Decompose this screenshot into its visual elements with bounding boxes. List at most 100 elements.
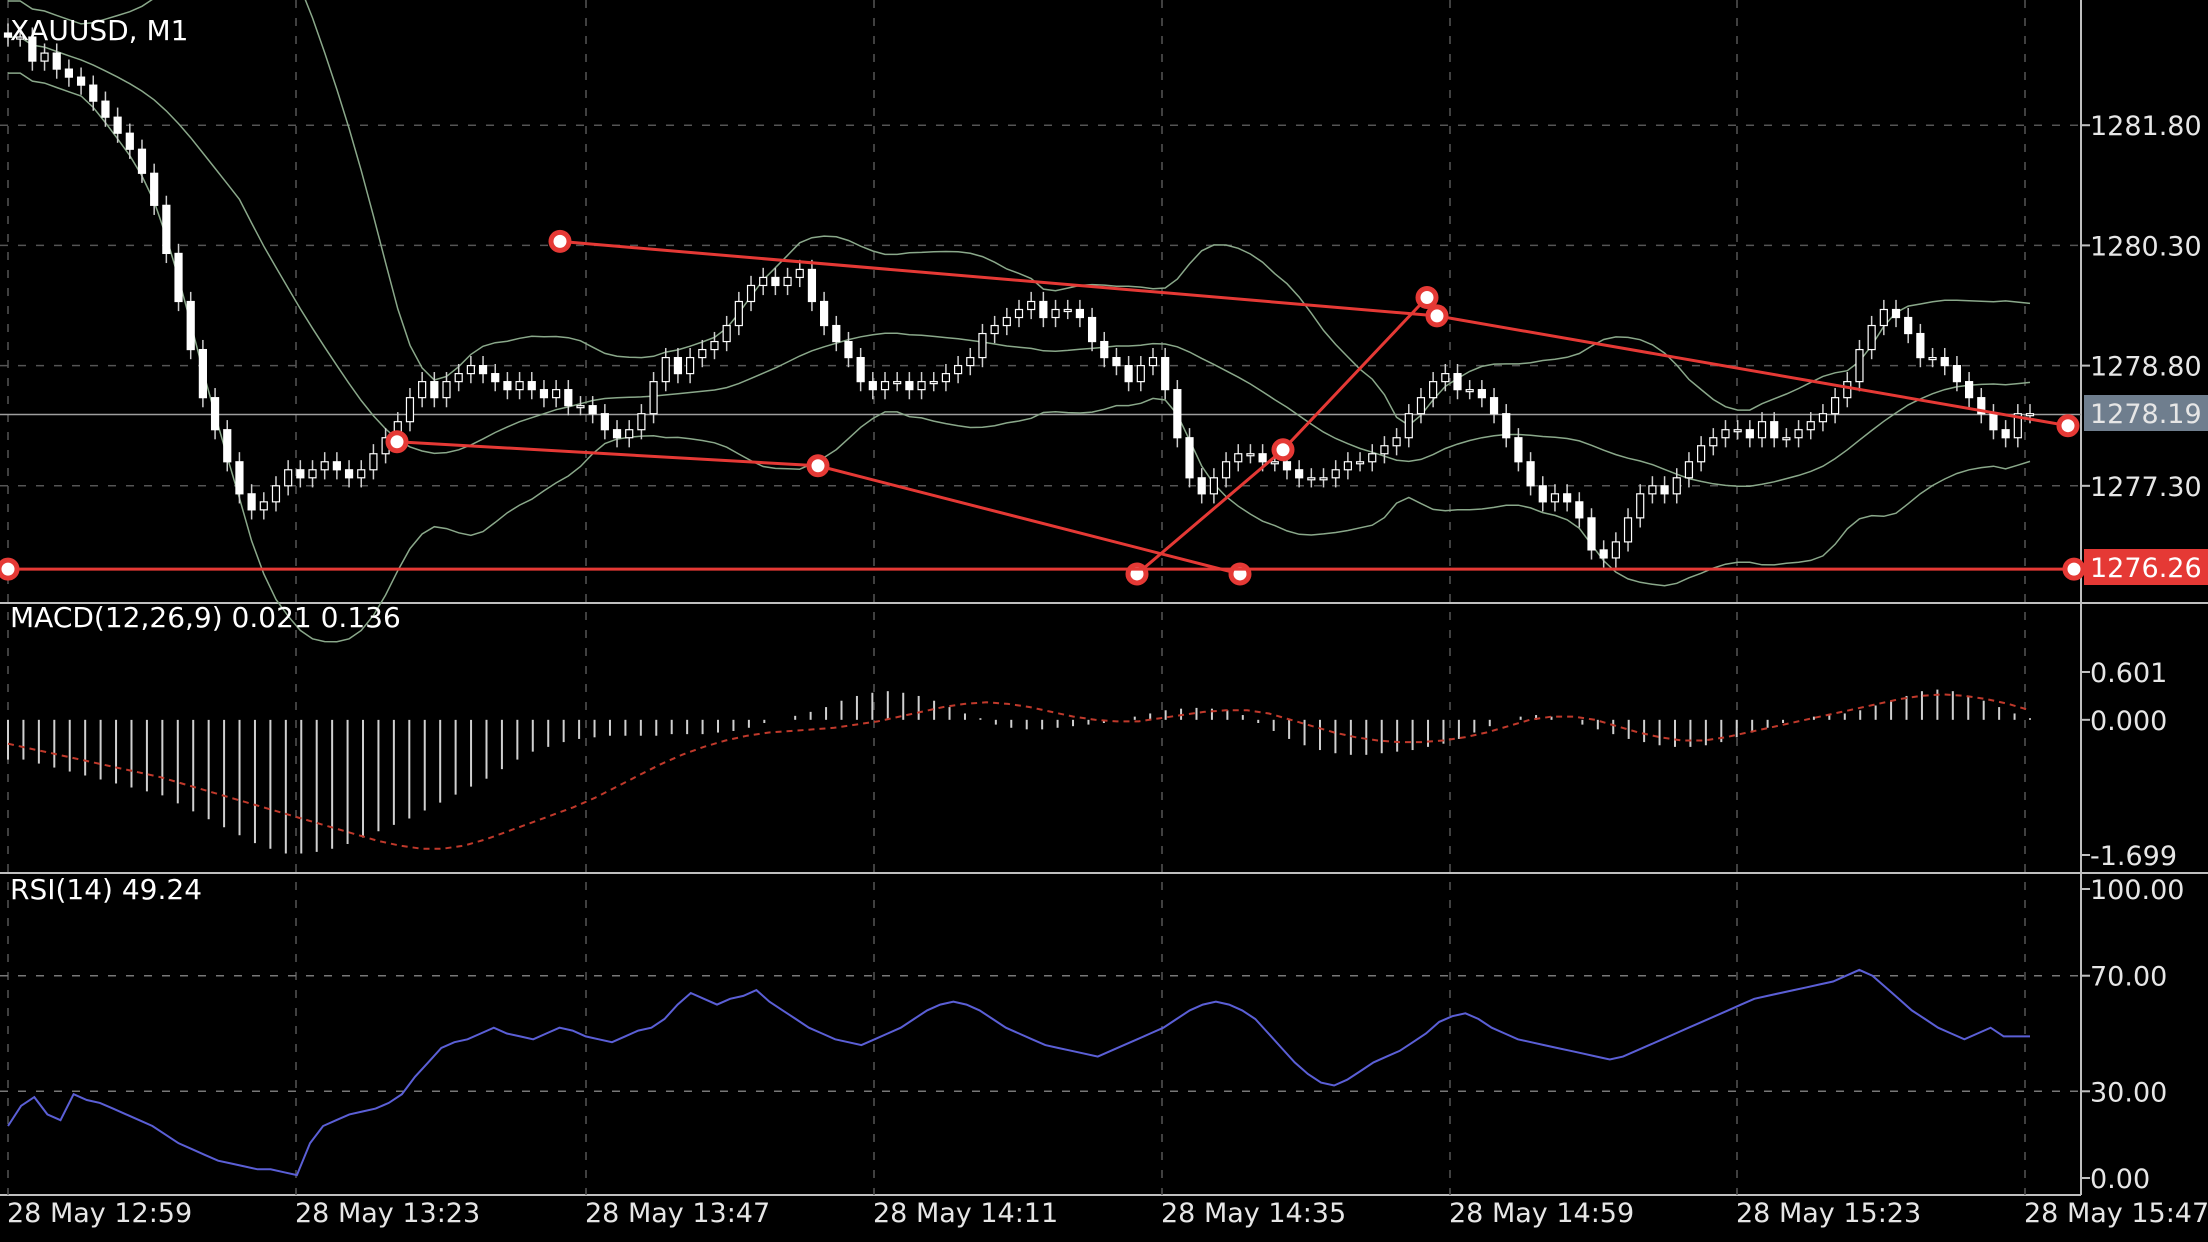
macd-tick-label: 0.601 xyxy=(2090,658,2167,689)
candle xyxy=(271,485,281,503)
candle xyxy=(1660,485,1669,495)
time-tick-label: 28 May 12:59 xyxy=(7,1198,192,1229)
candle xyxy=(1319,477,1328,481)
candle xyxy=(893,381,902,385)
candle xyxy=(1831,397,1840,415)
symbol-title: XAUUSD, M1 xyxy=(10,14,188,47)
candle xyxy=(637,413,646,431)
trend-line xyxy=(559,239,2069,428)
candle xyxy=(588,405,597,415)
candle xyxy=(1855,348,1864,383)
rsi-tick-label: 70.00 xyxy=(2090,962,2167,993)
candle xyxy=(1794,429,1803,439)
candle xyxy=(1039,300,1048,319)
candle xyxy=(710,340,719,351)
trend-line-handle xyxy=(1271,438,1295,462)
time-tick-label: 28 May 13:23 xyxy=(295,1198,480,1229)
level-handle-left xyxy=(0,557,20,581)
trend-line-handle xyxy=(2056,414,2080,438)
trend-line-handle xyxy=(806,454,830,478)
grid xyxy=(0,0,2081,1195)
level-price-tag xyxy=(2084,549,2208,585)
macd-tick-label: -1.699 xyxy=(2090,841,2177,872)
candle xyxy=(1477,389,1486,399)
candle xyxy=(1977,397,1986,415)
candle xyxy=(1465,389,1474,393)
candle xyxy=(1636,493,1645,519)
axis-labels: 1281.80 1280.30 1278.80 1277.30 0.601 0.000 -1… xyxy=(7,111,2208,1229)
candle xyxy=(442,381,451,399)
candle xyxy=(210,397,220,431)
candle xyxy=(856,356,865,383)
candle xyxy=(1014,308,1024,319)
candle xyxy=(1697,445,1706,463)
candle xyxy=(1392,437,1401,447)
candle xyxy=(40,52,49,62)
candle xyxy=(308,469,317,479)
candle xyxy=(1684,461,1694,479)
candle xyxy=(1891,308,1901,319)
candle xyxy=(235,461,244,495)
candle xyxy=(1270,461,1279,465)
candle xyxy=(1124,365,1133,383)
candle xyxy=(1148,356,1158,367)
candle xyxy=(1721,429,1730,439)
trend-line-handle xyxy=(1425,304,1449,328)
candle xyxy=(1027,300,1036,311)
candle xyxy=(1514,437,1523,463)
candle xyxy=(1295,469,1304,479)
candle xyxy=(734,300,743,327)
candle xyxy=(1879,308,1888,327)
candle xyxy=(76,76,86,86)
candle xyxy=(405,397,415,423)
candle xyxy=(16,36,25,40)
candle xyxy=(1952,365,1962,383)
candle xyxy=(1209,477,1218,495)
candle xyxy=(28,36,37,62)
candle xyxy=(357,469,366,479)
candle xyxy=(2025,413,2035,417)
candle xyxy=(1745,429,1754,439)
candle xyxy=(150,172,159,206)
candle xyxy=(1307,477,1316,481)
macd-signal-line xyxy=(7,693,2031,850)
candle xyxy=(1380,445,1389,455)
candle xyxy=(649,381,658,415)
candle xyxy=(1100,340,1109,359)
candle xyxy=(1002,316,1011,327)
candle xyxy=(1916,332,1925,359)
candle xyxy=(880,381,890,391)
candle xyxy=(844,340,853,359)
candle xyxy=(1770,421,1779,439)
rsi-tick-label: 0.00 xyxy=(2090,1164,2150,1195)
candle xyxy=(1221,461,1231,479)
candle xyxy=(186,300,195,351)
candle xyxy=(795,268,804,279)
candle xyxy=(1989,413,1998,431)
candle xyxy=(1355,461,1365,465)
candle xyxy=(137,148,147,174)
candle xyxy=(1563,493,1572,503)
candle xyxy=(454,373,463,383)
candle xyxy=(284,469,293,487)
candle xyxy=(1416,397,1426,415)
time-tick-label: 28 May 14:35 xyxy=(1161,1198,1346,1229)
candle xyxy=(1404,413,1413,439)
candle xyxy=(1368,453,1377,463)
candle xyxy=(1075,308,1085,319)
candle xyxy=(929,381,938,385)
time-tick-label: 28 May 15:47 xyxy=(2024,1198,2208,1229)
candle xyxy=(1550,493,1560,503)
candle xyxy=(941,373,951,383)
candle xyxy=(1051,308,1060,319)
candle xyxy=(832,324,841,343)
current-price-tag xyxy=(2084,395,2208,431)
macd-title: MACD(12,26,9) 0.021 0.136 xyxy=(10,601,401,634)
candle xyxy=(478,365,488,375)
candle xyxy=(247,493,256,511)
candle xyxy=(686,356,695,375)
trendline-drawings[interactable] xyxy=(0,229,2086,586)
candle xyxy=(52,52,61,70)
candle xyxy=(552,389,561,399)
